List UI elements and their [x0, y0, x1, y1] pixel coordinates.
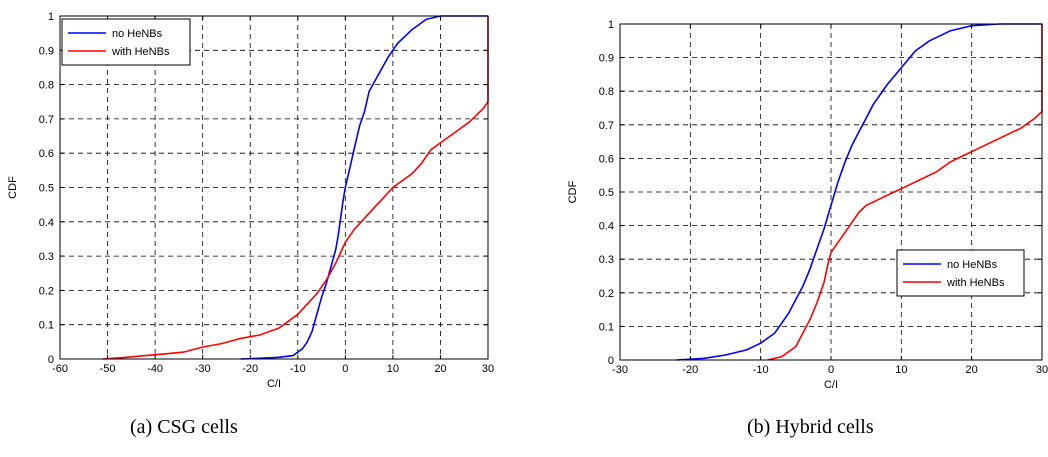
x-tick-label: 0: [828, 364, 834, 376]
x-tick-label: -30: [195, 363, 211, 375]
legend: no HeNBs with HeNBs: [896, 249, 1025, 297]
y-tick-label: 1: [48, 11, 54, 23]
y-tick-label: 0.5: [39, 183, 54, 195]
y-tick-label: 0.9: [39, 45, 54, 57]
legend-label: no HeNBs: [112, 28, 163, 40]
x-tick-label: -10: [290, 363, 306, 375]
y-tick-label: 0.2: [599, 288, 614, 300]
series-line-with-henbs: [767, 24, 1043, 361]
y-tick-label: 1: [608, 19, 614, 31]
chart-0: -60 -50 -40 -30 -20 -10 0 10 20 30 0 0.1 0.2 0.3 0.4 0.…: [7, 11, 494, 390]
x-tick-label: 30: [482, 363, 494, 375]
y-tick-label: 0.4: [39, 217, 54, 229]
y-tick-label: 0.6: [39, 148, 54, 160]
y-tick-label: 0.5: [599, 187, 614, 199]
series-line-no-henbs: [676, 23, 1042, 361]
y-tick-label: 0: [48, 354, 54, 366]
x-tick-label: -20: [682, 364, 698, 376]
x-tick-label: 0: [342, 363, 348, 375]
x-tick-label: -30: [612, 364, 628, 376]
x-tick-label: 20: [434, 363, 446, 375]
y-tick-label: 0.8: [39, 80, 54, 92]
y-axis-label: CDF: [7, 176, 19, 199]
x-tick-label: -20: [242, 363, 258, 375]
y-tick-label: 0.7: [39, 114, 54, 126]
x-axis-label: C/I: [267, 378, 281, 390]
x-tick-label: 30: [1036, 364, 1048, 376]
legend-box: [896, 249, 1025, 297]
y-tick-label: 0.1: [599, 321, 614, 333]
y-tick-label: 0.4: [599, 221, 614, 233]
y-tick-label: 0.1: [39, 320, 54, 332]
x-tick-label: -10: [753, 364, 769, 376]
x-tick-label: 10: [895, 364, 907, 376]
y-tick-label: 0.3: [599, 254, 614, 266]
chart-1: -30 -20 -10 0 10 20 30 0 0.1 0.2 0.3 0.4 0.5 0.6 0.7 0.…: [567, 19, 1048, 391]
legend-box: [61, 18, 191, 66]
legend-label: with HeNBs: [111, 46, 170, 58]
y-tick-label: 0.6: [599, 153, 614, 165]
caption-hybrid: (b) Hybrid cells: [747, 416, 874, 438]
x-tick-label: -60: [52, 363, 68, 375]
y-tick-label: 0.3: [39, 251, 54, 263]
y-axis-label: CDF: [567, 180, 579, 203]
series-line-no-henbs: [240, 15, 488, 360]
x-tick-label: -40: [147, 363, 163, 375]
y-tick-label: 0.2: [39, 285, 54, 297]
legend-label: no HeNBs: [947, 259, 998, 271]
legend-label: with HeNBs: [946, 277, 1005, 289]
x-tick-label: 20: [966, 364, 978, 376]
x-tick-label: 10: [387, 363, 399, 375]
y-tick-label: 0.9: [599, 53, 614, 65]
y-tick-label: 0.8: [599, 86, 614, 98]
x-axis-label: C/I: [824, 379, 838, 391]
series-line-with-henbs: [102, 16, 489, 360]
x-tick-label: -50: [100, 363, 116, 375]
y-tick-label: 0.7: [599, 120, 614, 132]
caption-csg: (a) CSG cells: [130, 416, 238, 438]
y-tick-label: 0: [608, 355, 614, 367]
legend: no HeNBs with HeNBs: [61, 18, 191, 66]
